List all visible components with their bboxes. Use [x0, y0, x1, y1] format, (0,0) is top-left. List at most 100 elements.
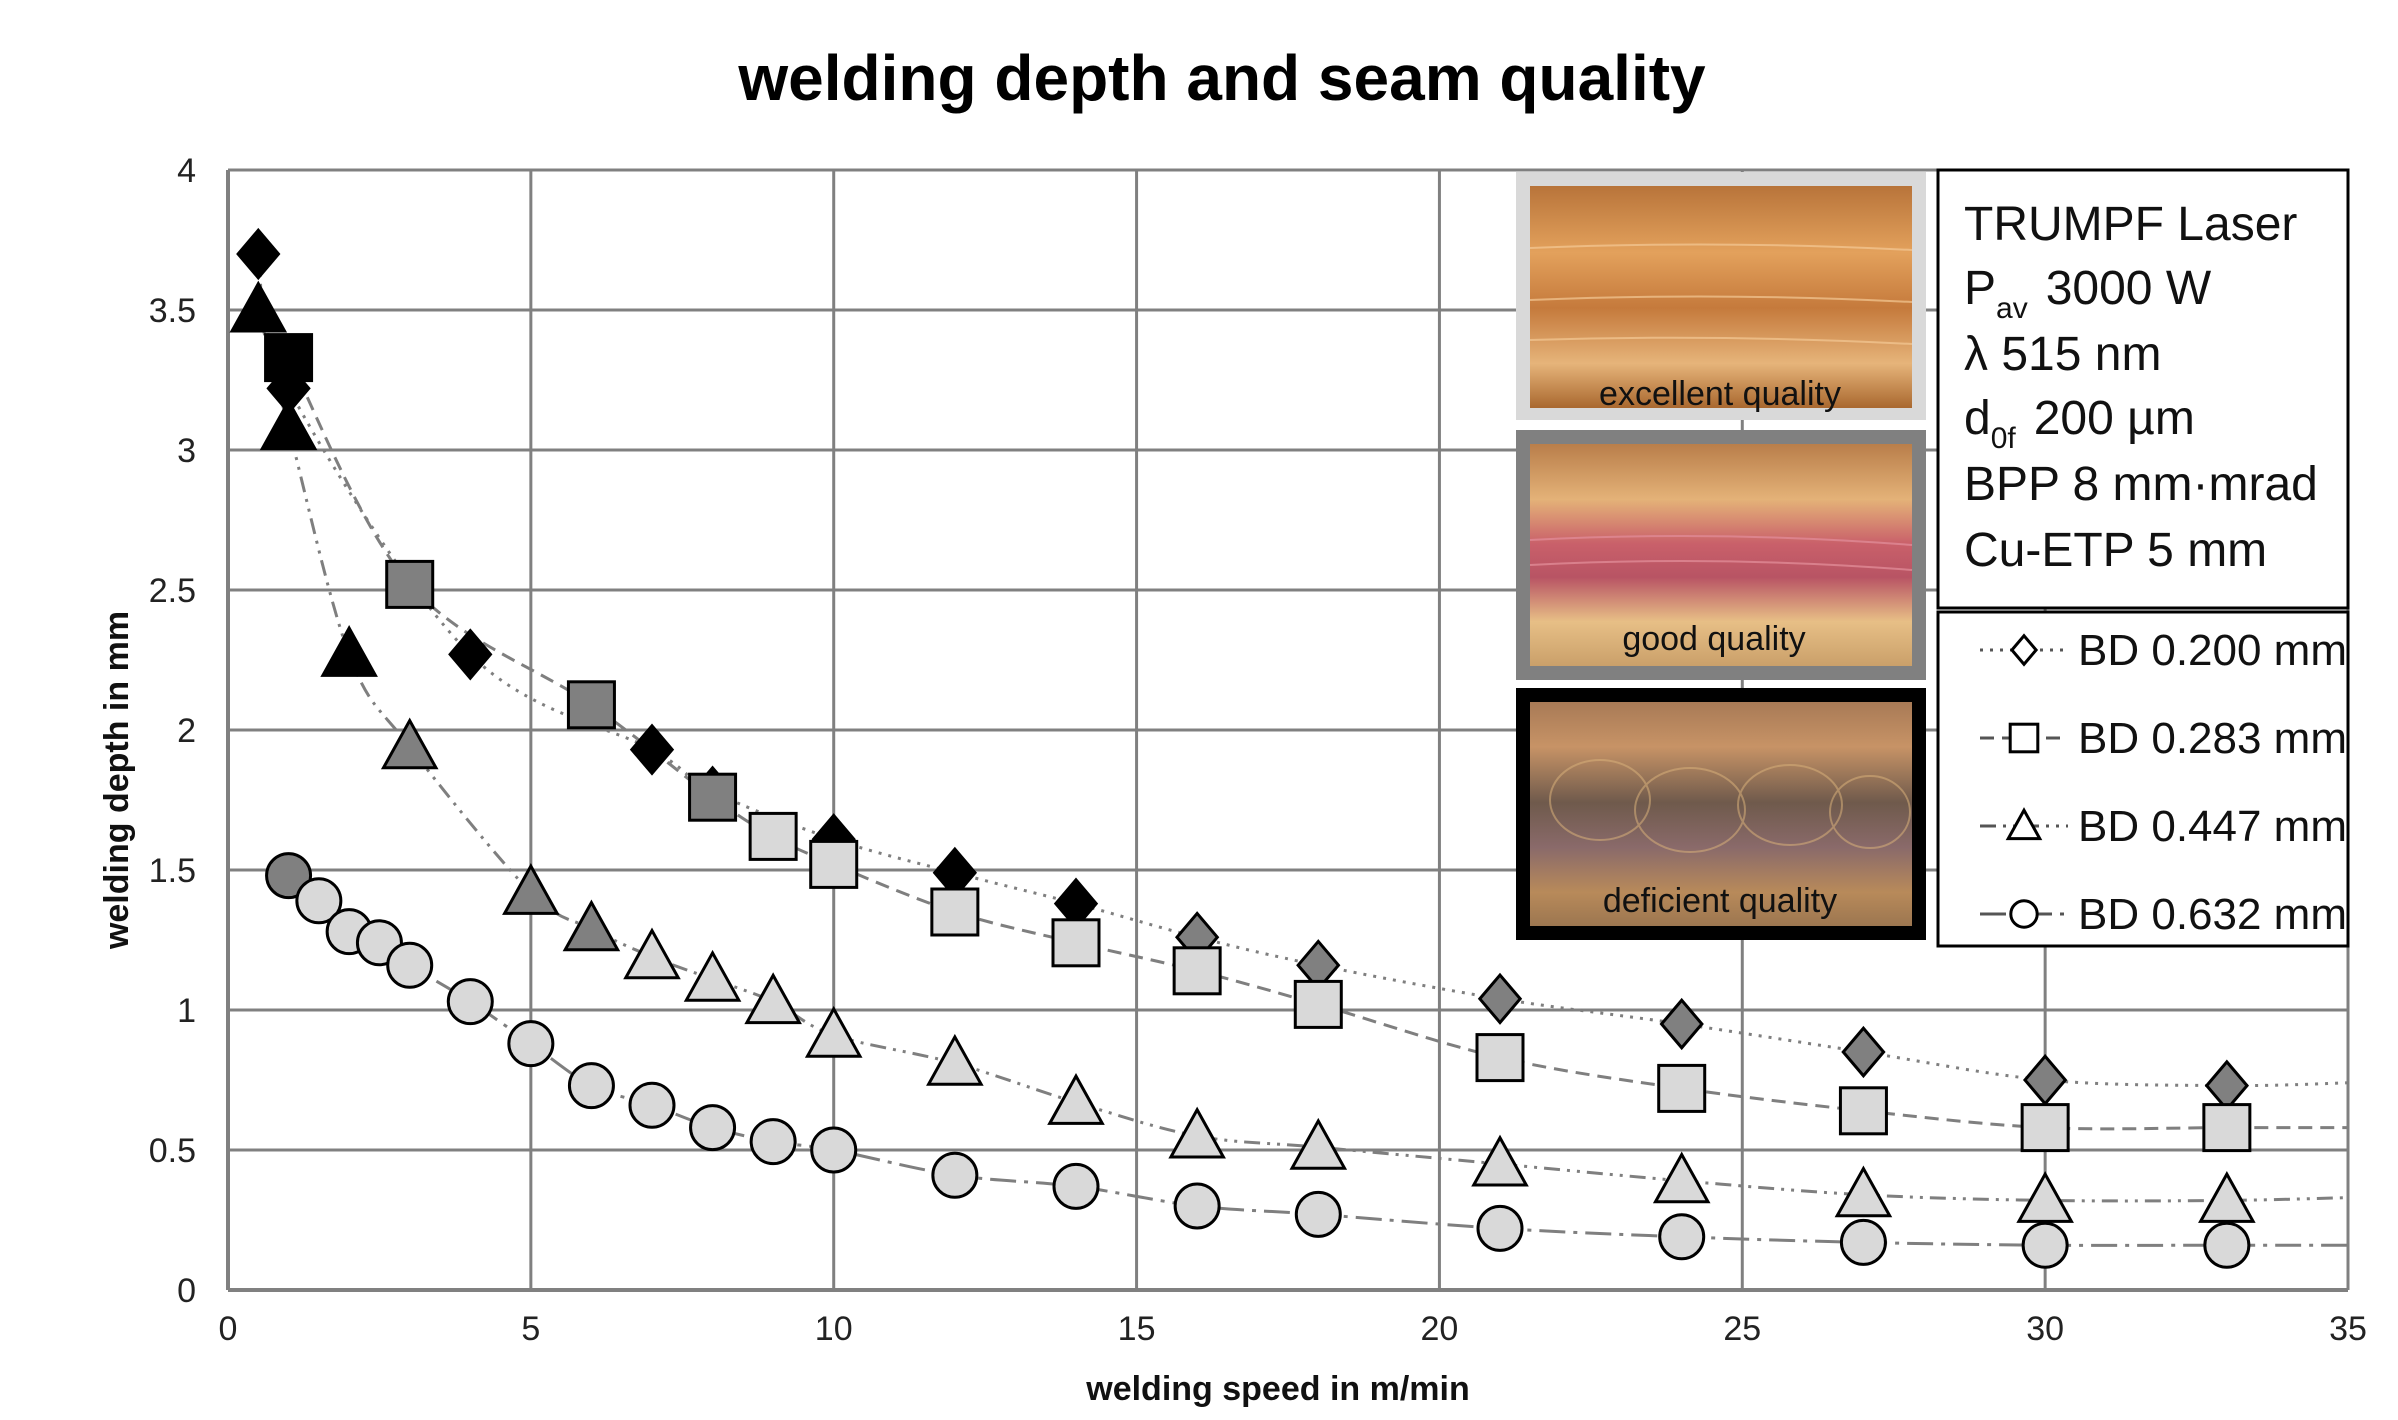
info-bpp: BPP 8 mm·mrad: [1964, 458, 2318, 511]
diamond-data-point: [1477, 972, 1523, 1025]
y-axis-title: welding depth in mm: [98, 611, 136, 950]
quality-photos: excellent quality good quality deficient…: [1516, 172, 1926, 940]
legend-circle-icon: [2009, 899, 2039, 929]
circle-data-point: [507, 1020, 555, 1068]
fit-line: [256, 253, 2349, 1088]
square-data-point: [1475, 1033, 1525, 1083]
y-tick-label: 1.5: [149, 852, 196, 890]
y-axis-ticks: 0 0.5 1 1.5 2 2.5 3 3.5 4: [149, 152, 196, 1310]
triangle-data-point: [2016, 1171, 2074, 1223]
y-tick-label: 3.5: [149, 292, 196, 330]
triangle-data-point: [229, 280, 288, 333]
x-tick-label: 25: [1723, 1310, 1761, 1348]
square-data-point: [1051, 918, 1101, 968]
square-data-point: [264, 333, 314, 383]
good-quality-label: good quality: [1622, 620, 1805, 658]
triangle-data-point: [623, 927, 681, 980]
circle-data-point: [1294, 1190, 1342, 1238]
diamond-data-point: [2204, 1059, 2250, 1112]
info-laser: TRUMPF Laser: [1964, 198, 2297, 251]
triangle-data-point: [1047, 1073, 1105, 1125]
info-power: Pav 3000 W: [1964, 262, 2212, 325]
series-legend: BD 0.200 mm BD 0.283 mm BD 0.447 mm BD 0.63…: [1936, 610, 2350, 948]
square-data-point: [688, 772, 738, 822]
x-tick-label: 30: [2026, 1310, 2064, 1348]
legend-series-label: BD 0.447 mm: [2078, 802, 2347, 851]
triangle-data-point: [380, 717, 439, 770]
square-data-point: [2202, 1103, 2252, 1153]
diamond-data-point: [236, 227, 281, 281]
triangle-data-point: [562, 899, 621, 952]
triangle-data-point: [1289, 1117, 1348, 1170]
square-data-point: [1657, 1063, 1707, 1113]
y-tick-label: 2.5: [149, 572, 196, 610]
x-tick-label: 20: [1421, 1310, 1459, 1348]
y-tick-label: 0: [177, 1272, 196, 1310]
excellent-quality-label: excellent quality: [1599, 375, 1841, 413]
diamond-data-point: [629, 723, 675, 776]
x-tick-label: 5: [521, 1310, 540, 1348]
info-focus-diameter: d0f 200 µm: [1964, 392, 2195, 455]
triangle-data-point: [1168, 1106, 1226, 1159]
triangle-data-point: [502, 863, 560, 915]
square-data-point: [566, 680, 616, 730]
info-material: Cu-ETP 5 mm: [1964, 524, 2267, 577]
circle-data-point: [1839, 1218, 1887, 1266]
circle-data-point: [446, 978, 494, 1026]
circle-data-point: [810, 1126, 858, 1174]
deficient-quality-label: deficient quality: [1603, 882, 1837, 920]
y-tick-label: 1: [177, 992, 196, 1030]
circle-data-point: [2203, 1221, 2251, 1269]
diamond-data-point: [448, 628, 493, 681]
excellent-quality-photo: excellent quality: [1516, 172, 1926, 420]
x-tick-label: 15: [1118, 1310, 1156, 1348]
square-data-point: [748, 811, 798, 861]
triangle-data-point: [926, 1033, 984, 1086]
y-tick-label: 0.5: [149, 1132, 196, 1170]
x-tick-label: 0: [219, 1310, 238, 1348]
good-quality-photo: good quality: [1516, 430, 1926, 680]
info-box: TRUMPF Laser Pav 3000 W λ 515 nm d0f 200 µ…: [1936, 168, 2350, 610]
circle-data-point: [628, 1081, 676, 1129]
circle-data-point: [749, 1118, 797, 1166]
circle-data-point: [2021, 1221, 2069, 1269]
triangle-data-point: [804, 1005, 863, 1058]
triangle-data-point: [1471, 1134, 1529, 1187]
y-tick-label: 2: [177, 712, 196, 750]
x-axis-ticks: 0 5 10 15 20 25 30 35: [219, 1310, 2367, 1348]
legend-series-label: BD 0.200 mm: [2078, 626, 2347, 675]
legend-square-icon: [2008, 722, 2040, 754]
deficient-quality-photo: deficient quality: [1516, 688, 1926, 940]
triangle-data-point: [2198, 1171, 2256, 1223]
triangle-data-point: [683, 949, 742, 1002]
circle-data-point: [1173, 1182, 1221, 1230]
legend-series-label: BD 0.283 mm: [2078, 714, 2347, 763]
triangle-data-point: [259, 398, 318, 451]
square-data-point: [1838, 1086, 1888, 1136]
info-wavelength: λ 515 nm: [1964, 328, 2161, 381]
circle-data-point: [295, 877, 343, 925]
circle-data-point: [1658, 1213, 1706, 1261]
circle-data-point: [689, 1104, 737, 1152]
square-data-point: [385, 559, 435, 609]
square-data-point: [2020, 1103, 2070, 1153]
circle-data-point: [1052, 1162, 1100, 1210]
legend-diamond-icon: [2009, 633, 2039, 667]
triangle-data-point: [744, 972, 802, 1025]
triangle-data-point: [320, 625, 378, 677]
data-markers: [229, 227, 2256, 1269]
x-tick-label: 35: [2329, 1310, 2367, 1348]
square-data-point: [1172, 946, 1222, 996]
square-data-point: [930, 887, 980, 937]
circle-data-point: [1476, 1204, 1524, 1252]
circle-data-point: [931, 1151, 979, 1199]
diamond-data-point: [2022, 1053, 2068, 1107]
y-tick-label: 3: [177, 432, 196, 470]
y-tick-label: 4: [177, 152, 196, 190]
circle-data-point: [567, 1062, 615, 1110]
x-tick-label: 10: [815, 1310, 853, 1348]
circle-data-point: [265, 852, 313, 900]
legend-series-label: BD 0.632 mm: [2078, 890, 2347, 939]
diamond-data-point: [1659, 997, 1704, 1051]
